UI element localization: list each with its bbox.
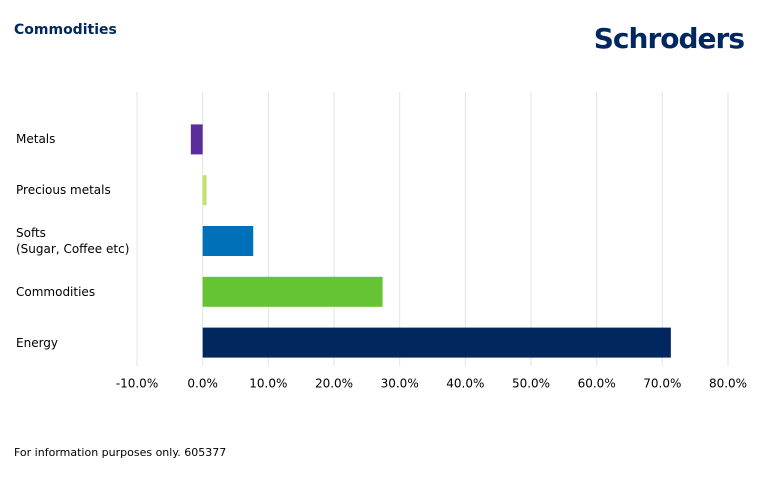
bar — [202, 175, 207, 206]
y-tick-label: Commodities — [16, 284, 96, 299]
x-tick-label: 0.0% — [187, 377, 218, 391]
x-tick-label: 70.0% — [643, 377, 681, 391]
chart: -10.0% 0.0% 10.0% 20.0% 30.0% 40.0% 50.0% 60.0%… — [116, 92, 747, 391]
x-tick-label: 10.0% — [249, 377, 287, 391]
x-tick-label: 60.0% — [578, 377, 616, 391]
x-tick-label: 40.0% — [446, 377, 484, 391]
y-tick-label: Softs (Sugar, Coffee etc) — [16, 226, 130, 256]
x-tick-label: 80.0% — [709, 377, 747, 391]
bar — [202, 327, 671, 358]
x-tick-label: 50.0% — [512, 377, 550, 391]
bar — [202, 226, 254, 256]
bar — [190, 124, 203, 155]
footnote: For information purposes only. 605377 — [14, 446, 227, 459]
y-tick-label: Precious metals — [16, 183, 111, 198]
x-tick-label: 20.0% — [315, 377, 353, 391]
chart-title: Commodities — [14, 22, 117, 38]
y-tick-label: Metals — [16, 132, 56, 147]
y-tick-label: Energy — [16, 335, 59, 350]
bar — [202, 276, 383, 307]
logo: Schroders — [593, 22, 745, 55]
x-tick-label: 30.0% — [381, 377, 419, 391]
x-tick-label: -10.0% — [116, 377, 158, 391]
